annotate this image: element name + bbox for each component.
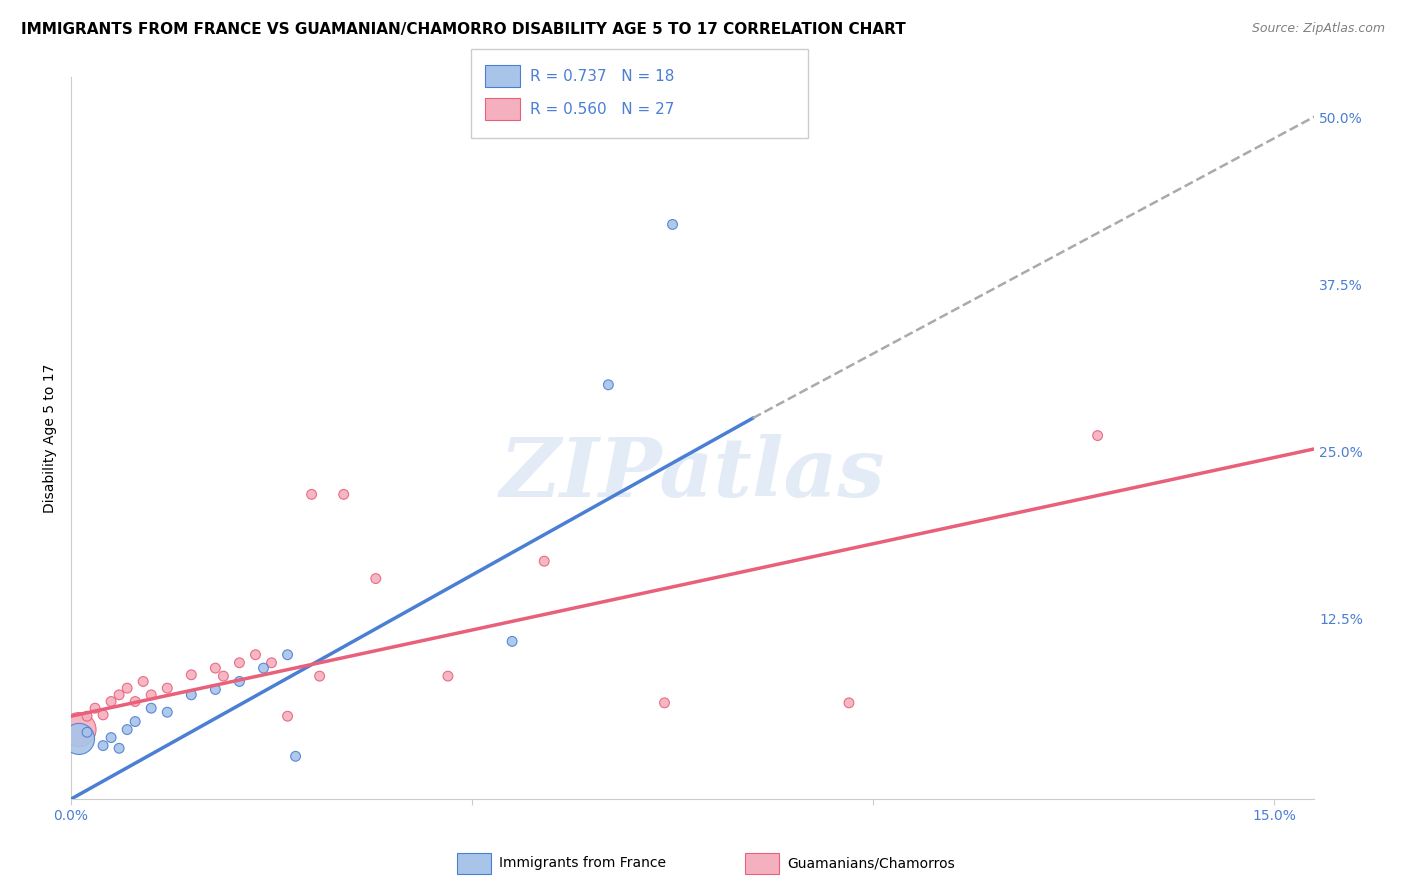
Point xyxy=(91,707,114,722)
Text: IMMIGRANTS FROM FRANCE VS GUAMANIAN/CHAMORRO DISABILITY AGE 5 TO 17 CORRELATION : IMMIGRANTS FROM FRANCE VS GUAMANIAN/CHAM… xyxy=(21,22,905,37)
Point xyxy=(180,667,202,681)
Text: Guamanians/Chamorros: Guamanians/Chamorros xyxy=(787,856,955,871)
Point xyxy=(156,705,179,719)
Text: Source: ZipAtlas.com: Source: ZipAtlas.com xyxy=(1251,22,1385,36)
Point xyxy=(67,723,90,737)
Point xyxy=(156,681,179,695)
Point xyxy=(124,714,146,729)
Point xyxy=(212,669,235,683)
Point xyxy=(124,694,146,708)
Point xyxy=(91,739,114,753)
Point xyxy=(132,674,155,689)
Point xyxy=(598,377,620,392)
Point xyxy=(100,731,122,745)
Point xyxy=(67,731,90,746)
Point xyxy=(332,487,354,501)
Point xyxy=(180,688,202,702)
Text: R = 0.737   N = 18: R = 0.737 N = 18 xyxy=(530,70,675,84)
Point xyxy=(76,725,98,739)
Point xyxy=(301,487,323,501)
Point xyxy=(1087,428,1109,442)
Text: R = 0.560   N = 27: R = 0.560 N = 27 xyxy=(530,103,675,117)
Y-axis label: Disability Age 5 to 17: Disability Age 5 to 17 xyxy=(44,364,58,513)
Text: Immigrants from France: Immigrants from France xyxy=(499,856,666,871)
Point xyxy=(84,701,107,715)
Point xyxy=(661,218,683,232)
Point xyxy=(277,648,299,662)
Point xyxy=(228,674,250,689)
Point xyxy=(437,669,460,683)
Point xyxy=(115,681,138,695)
Point xyxy=(308,669,330,683)
Point xyxy=(204,661,226,675)
Point xyxy=(141,688,163,702)
Point xyxy=(76,709,98,723)
Point xyxy=(501,634,523,648)
Point xyxy=(100,694,122,708)
Text: ZIPatlas: ZIPatlas xyxy=(499,434,886,515)
Point xyxy=(364,572,387,586)
Point xyxy=(284,749,307,764)
Point xyxy=(252,661,274,675)
Point xyxy=(228,656,250,670)
Point xyxy=(277,709,299,723)
Point xyxy=(245,648,267,662)
Point xyxy=(108,741,131,756)
Point xyxy=(533,554,555,568)
Point xyxy=(204,682,226,697)
Point xyxy=(838,696,860,710)
Point xyxy=(141,701,163,715)
Point xyxy=(654,696,676,710)
Point xyxy=(260,656,283,670)
Point xyxy=(115,723,138,737)
Point xyxy=(108,688,131,702)
